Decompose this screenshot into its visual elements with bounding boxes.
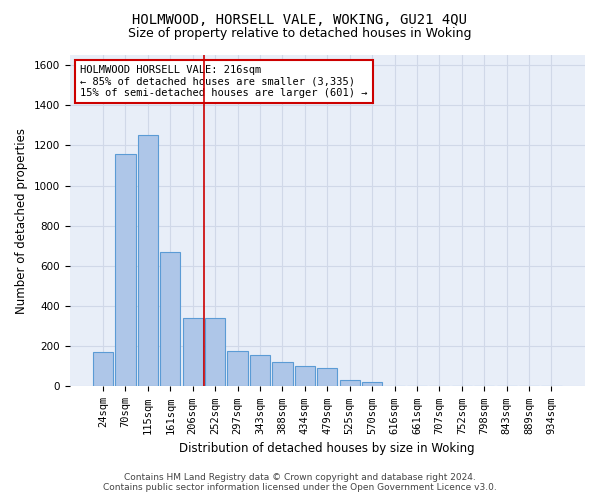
Bar <box>160 252 181 386</box>
Text: Size of property relative to detached houses in Woking: Size of property relative to detached ho… <box>128 28 472 40</box>
X-axis label: Distribution of detached houses by size in Woking: Distribution of detached houses by size … <box>179 442 475 455</box>
Bar <box>227 352 248 386</box>
Bar <box>138 136 158 386</box>
Bar <box>250 356 270 386</box>
Bar <box>317 368 337 386</box>
Bar <box>182 318 203 386</box>
Bar <box>272 362 293 386</box>
Bar <box>205 318 225 386</box>
Text: HOLMWOOD HORSELL VALE: 216sqm
← 85% of detached houses are smaller (3,335)
15% o: HOLMWOOD HORSELL VALE: 216sqm ← 85% of d… <box>80 65 367 98</box>
Bar <box>115 154 136 386</box>
Bar <box>295 366 315 386</box>
Bar <box>93 352 113 386</box>
Text: HOLMWOOD, HORSELL VALE, WOKING, GU21 4QU: HOLMWOOD, HORSELL VALE, WOKING, GU21 4QU <box>133 12 467 26</box>
Bar <box>362 382 382 386</box>
Text: Contains HM Land Registry data © Crown copyright and database right 2024.
Contai: Contains HM Land Registry data © Crown c… <box>103 473 497 492</box>
Bar <box>340 380 360 386</box>
Y-axis label: Number of detached properties: Number of detached properties <box>15 128 28 314</box>
